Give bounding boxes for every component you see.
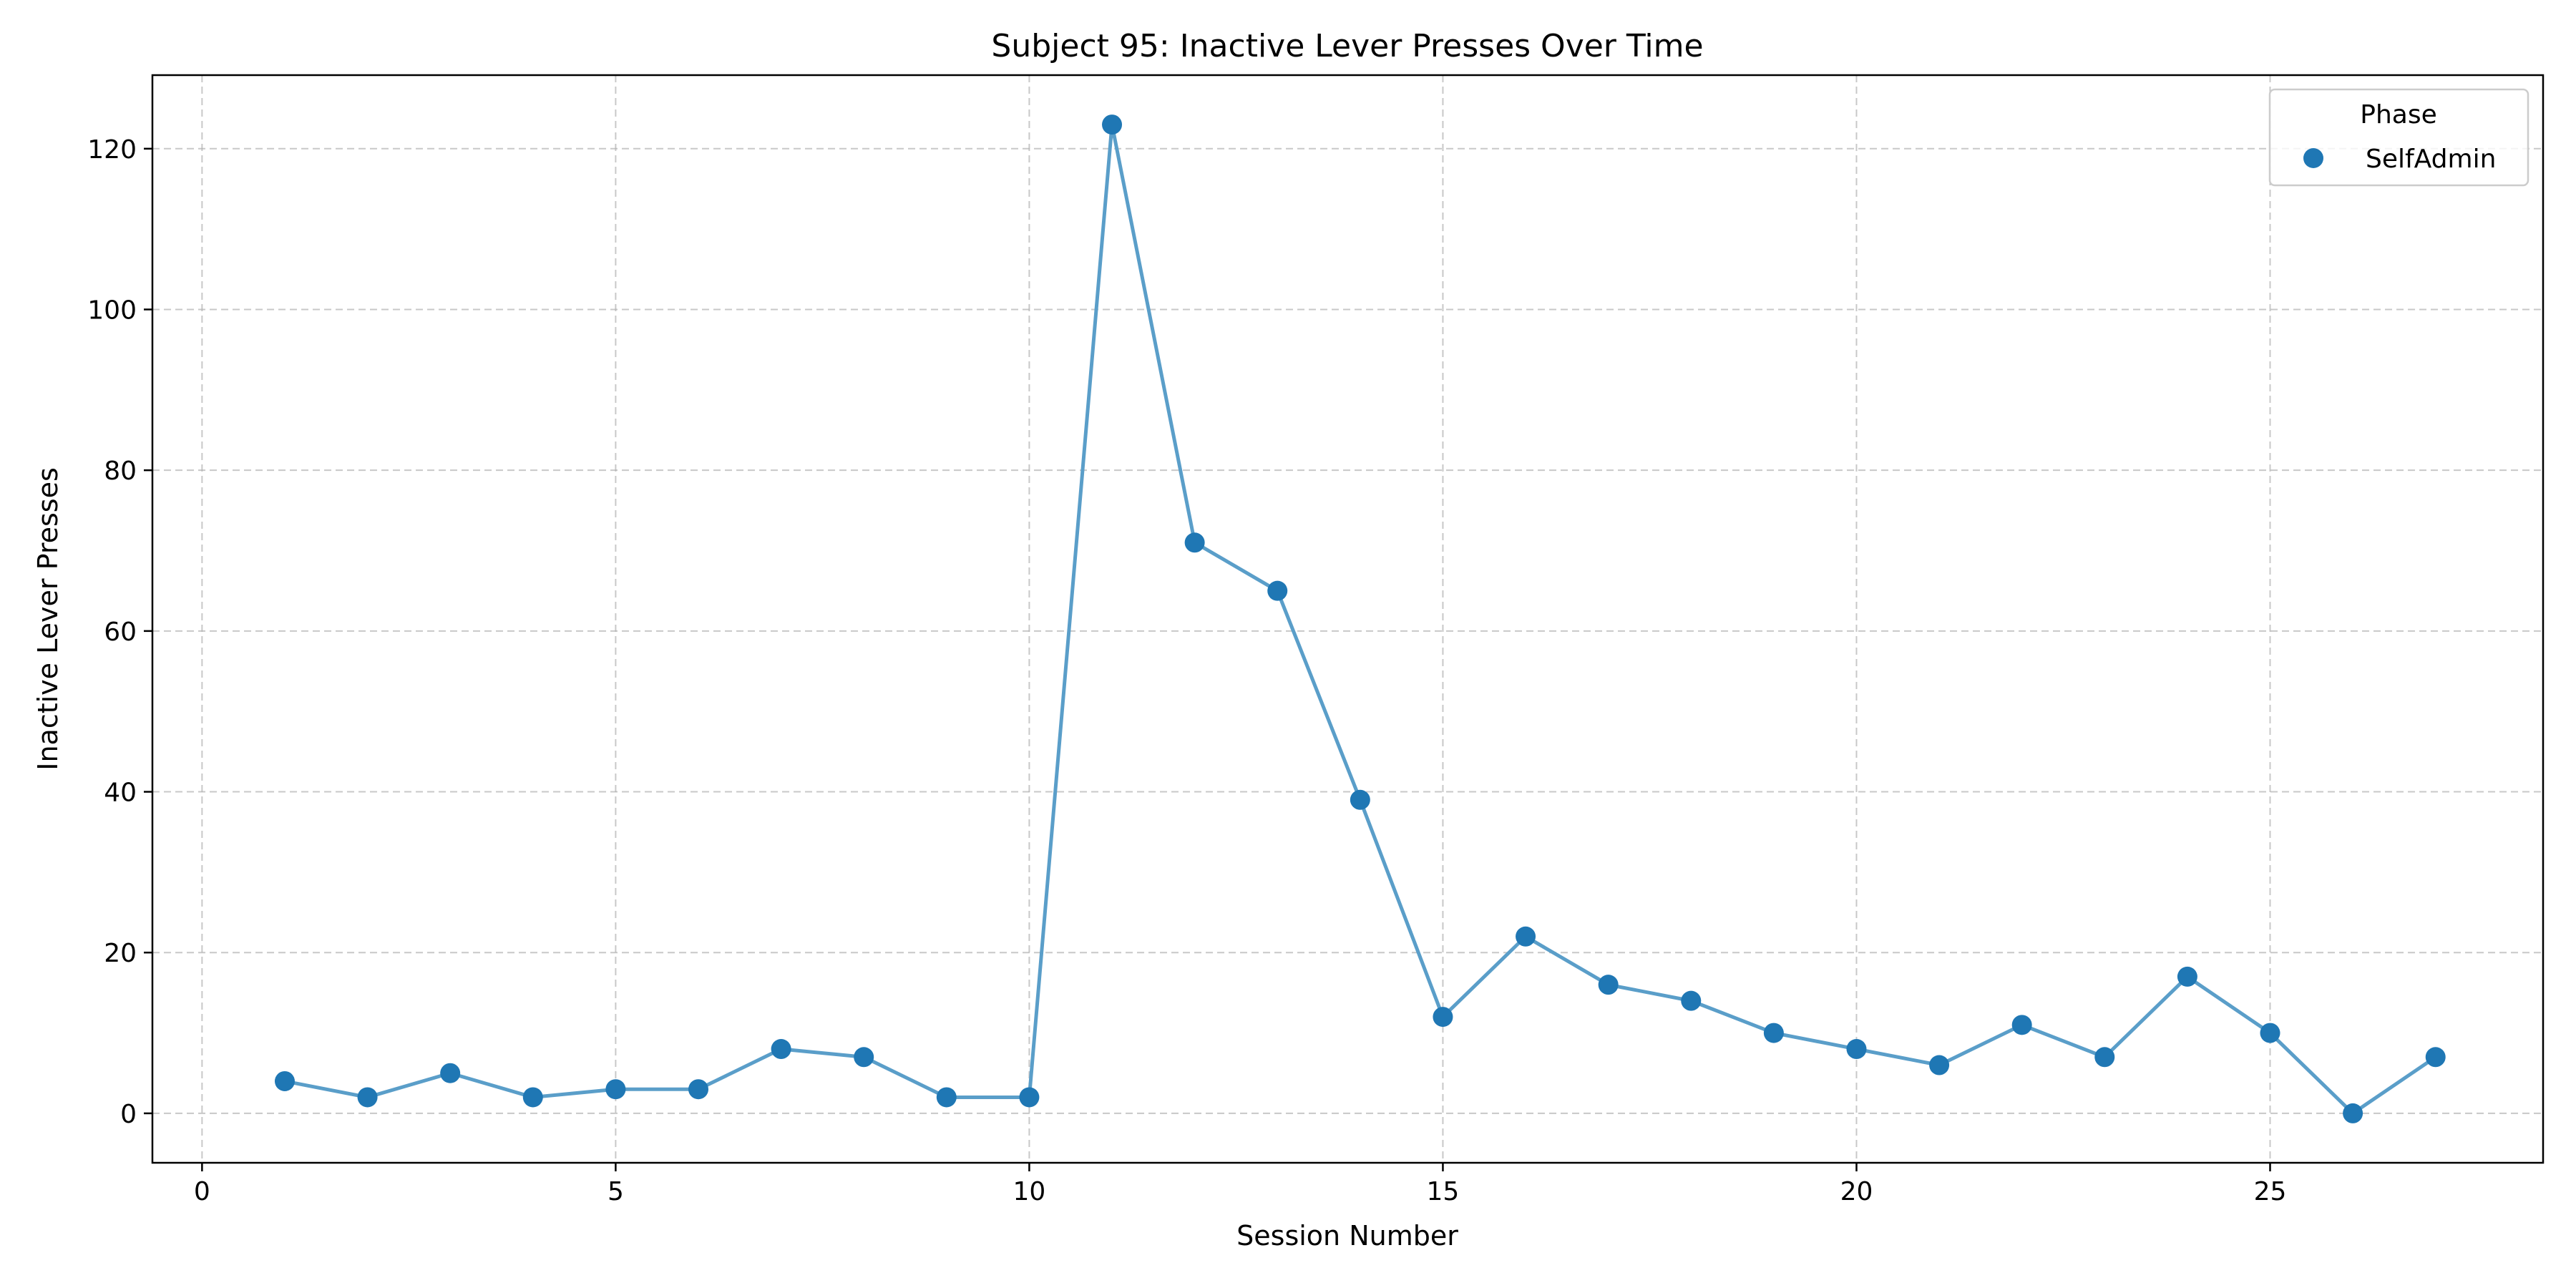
data-point [274, 1070, 295, 1091]
data-point [605, 1079, 626, 1100]
data-point [1102, 114, 1123, 135]
data-point [522, 1087, 543, 1108]
data-point [1681, 990, 1702, 1011]
x-tick-label: 5 [608, 1177, 624, 1206]
x-tick-label: 20 [1840, 1177, 1873, 1206]
legend: Phase SelfAdmin [2268, 88, 2529, 187]
legend-label-selfadmin: SelfAdmin [2366, 145, 2496, 174]
data-point [440, 1063, 461, 1083]
y-tick-label: 80 [104, 457, 137, 486]
y-tick-label: 60 [104, 618, 137, 647]
x-tick-label: 10 [1013, 1177, 1046, 1206]
data-point [1516, 926, 1536, 947]
data-point [1019, 1087, 1040, 1108]
data-point [2177, 966, 2197, 987]
y-tick-label: 0 [120, 1100, 137, 1129]
x-tick-label: 15 [1427, 1177, 1460, 1206]
data-point [854, 1047, 874, 1068]
y-tick-label: 120 [87, 135, 137, 165]
chart-title: Subject 95: Inactive Lever Presses Over … [991, 28, 1703, 64]
legend-box [2268, 88, 2529, 187]
data-point [1267, 580, 1288, 601]
data-point [936, 1087, 957, 1108]
legend-marker-selfadmin [2303, 148, 2323, 168]
axis-ticks: 0 5 10 15 20 25 0 20 40 60 80 100 120 [87, 135, 2286, 1206]
data-point [2094, 1047, 2115, 1068]
data-point [2011, 1015, 2032, 1035]
x-tick-label: 0 [194, 1177, 210, 1206]
y-tick-label: 20 [104, 939, 137, 968]
data-point [1598, 975, 1619, 995]
data-point [1763, 1023, 1784, 1043]
y-axis-label: Inactive Lever Presses [32, 467, 64, 771]
x-axis-label: Session Number [1236, 1220, 1458, 1252]
series-layer [274, 114, 2446, 1123]
plot-area-frame [151, 74, 2545, 1164]
data-point [1846, 1039, 1867, 1060]
data-point [1929, 1055, 1950, 1075]
x-tick-label: 25 [2254, 1177, 2287, 1206]
data-point [2260, 1023, 2280, 1043]
y-tick-label: 100 [87, 296, 137, 325]
y-tick-label: 40 [104, 779, 137, 808]
data-point [357, 1087, 378, 1108]
data-point [771, 1039, 791, 1060]
data-point [1433, 1007, 1453, 1028]
data-point [1184, 532, 1205, 553]
grid-lines [152, 75, 2543, 1163]
data-point [2343, 1103, 2363, 1123]
data-point [2425, 1047, 2446, 1068]
data-point [1350, 789, 1370, 810]
legend-title: Phase [2360, 100, 2437, 130]
data-point [688, 1079, 708, 1100]
